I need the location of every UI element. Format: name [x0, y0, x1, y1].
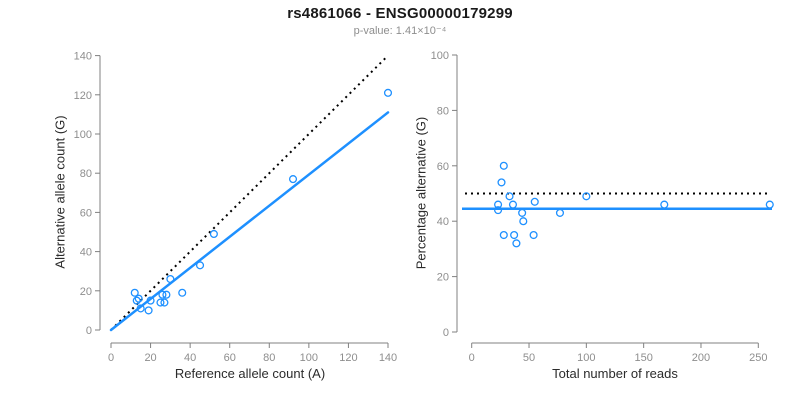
- identity-line: [110, 54, 389, 331]
- x-tick-label: 100: [300, 352, 318, 364]
- data-point: [195, 261, 205, 270]
- chart-title: rs4861066 - ENSG00000179299: [287, 5, 513, 22]
- data-point: [499, 161, 508, 170]
- y-tick-label: 120: [74, 90, 92, 102]
- x-tick-label: 120: [339, 352, 357, 364]
- data-point: [529, 231, 538, 240]
- data-point: [162, 290, 171, 299]
- x-tick-label: 40: [184, 352, 196, 364]
- y-tick-label: 20: [437, 272, 449, 284]
- y-tick-label: 80: [80, 168, 92, 180]
- left-x-axis-label: Reference allele count (A): [174, 366, 326, 381]
- y-tick-label: 60: [80, 207, 92, 219]
- data-point: [209, 229, 218, 239]
- y-tick-label: 140: [74, 51, 92, 63]
- data-point: [582, 192, 591, 201]
- x-tick-label: 250: [749, 352, 767, 364]
- x-tick-label: 0: [108, 352, 114, 364]
- data-point: [765, 200, 774, 209]
- x-tick-label: 20: [144, 352, 156, 364]
- y-tick-label: 40: [80, 247, 92, 259]
- y-tick-label: 20: [80, 286, 92, 298]
- data-point: [160, 298, 169, 307]
- data-point: [144, 306, 153, 315]
- data-point: [156, 298, 165, 307]
- data-point: [555, 208, 565, 217]
- data-point: [166, 274, 175, 284]
- y-tick-label: 0: [443, 327, 449, 339]
- x-tick-label: 80: [263, 352, 275, 364]
- right-y-axis-label: Percentage alternative (G): [413, 116, 429, 270]
- data-point: [510, 231, 519, 240]
- data-point: [158, 290, 167, 299]
- data-point: [494, 206, 503, 215]
- data-point: [497, 178, 506, 187]
- data-point: [132, 296, 141, 305]
- y-tick-label: 60: [437, 161, 449, 173]
- data-point: [383, 88, 393, 97]
- data-point: [505, 192, 514, 201]
- data-point: [136, 304, 145, 313]
- data-point: [508, 200, 518, 209]
- y-tick-label: 100: [74, 129, 92, 141]
- x-tick-label: 0: [469, 352, 475, 364]
- data-point: [130, 288, 139, 297]
- x-tick-label: 140: [379, 352, 397, 364]
- x-tick-label: 200: [692, 352, 710, 364]
- x-tick-label: 50: [523, 352, 535, 364]
- y-tick-label: 80: [437, 105, 449, 117]
- left-y-axis-label: Alternative allele count (G): [52, 115, 68, 269]
- y-tick-label: 100: [431, 50, 449, 62]
- data-point: [146, 296, 155, 305]
- data-point: [530, 197, 539, 206]
- data-point: [660, 200, 669, 209]
- data-point: [494, 200, 503, 209]
- data-point: [519, 217, 528, 226]
- data-point: [499, 231, 508, 240]
- y-tick-label: 40: [437, 216, 449, 228]
- x-tick-label: 150: [634, 352, 652, 364]
- x-tick-label: 60: [224, 352, 236, 364]
- y-tick-label: 0: [86, 325, 92, 337]
- data-point: [518, 208, 527, 217]
- right-x-axis-label: Total number of reads: [552, 366, 678, 381]
- data-point: [178, 288, 187, 297]
- regression-line: [109, 111, 390, 332]
- chart-subtitle-pvalue: p-value: 1.41×10⁻⁴: [353, 25, 447, 37]
- data-point: [512, 239, 521, 248]
- data-point: [288, 175, 298, 184]
- x-tick-label: 100: [577, 352, 595, 364]
- data-point: [134, 294, 143, 303]
